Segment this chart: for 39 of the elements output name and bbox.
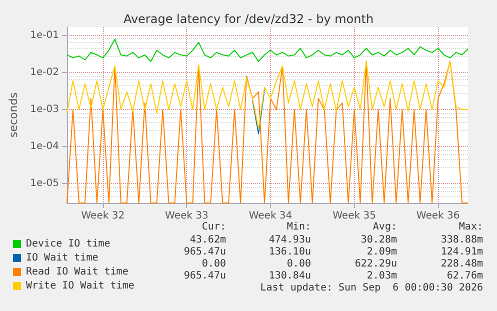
- text: 338.88m: [440, 234, 483, 246]
- text: Last update: Sun Sep 6 00:00:30 2026: [260, 282, 483, 294]
- text: 474.93u: [268, 234, 311, 246]
- y-tick-label: 1e-01: [30, 30, 59, 42]
- y-tick-label: 1e-04: [30, 141, 59, 152]
- legend-label: IO Wait time: [26, 252, 98, 264]
- text: 0.00: [202, 258, 226, 270]
- text: 228.48m: [440, 258, 483, 270]
- x-tick-label: Week 36: [416, 210, 460, 222]
- x-tick-label: Week 34: [248, 210, 292, 222]
- legend-label: Device IO time: [26, 238, 110, 250]
- text: Cur:: [202, 222, 226, 232]
- text: 124.91m: [440, 246, 483, 258]
- text: 30.28m: [360, 234, 397, 246]
- line-series: [66, 60, 468, 130]
- text: 622.29u: [354, 258, 397, 270]
- text: 2.03m: [366, 270, 397, 282]
- text: 130.84u: [268, 270, 311, 282]
- text: 0.00: [286, 258, 311, 270]
- text: 62.76m: [446, 270, 483, 282]
- y-tick-label: 1e-03: [30, 104, 59, 116]
- y-tick-label: 1e-05: [30, 178, 59, 190]
- text: 965.47u: [184, 270, 226, 282]
- text: Avg:: [372, 222, 397, 232]
- y-tick-label: 1e-02: [30, 67, 59, 78]
- text: 965.47u: [184, 246, 226, 258]
- x-tick-label: Week 33: [165, 210, 208, 222]
- x-tick-label: Week 35: [332, 210, 376, 222]
- text: Min:: [286, 222, 311, 232]
- text: 2.09m: [366, 246, 397, 258]
- text: 136.10u: [268, 246, 311, 258]
- legend-label: Write IO Wait time: [26, 280, 134, 292]
- y-axis-title: seconds: [7, 92, 20, 138]
- text: 43.62m: [190, 234, 226, 246]
- x-tick-label: Week 32: [81, 210, 125, 222]
- legend-label: Read IO Wait time: [26, 266, 128, 278]
- line-series: [66, 38, 468, 62]
- chart-title: Average latency for /dev/zd32 - by month: [123, 12, 374, 26]
- text: Max:: [458, 222, 483, 232]
